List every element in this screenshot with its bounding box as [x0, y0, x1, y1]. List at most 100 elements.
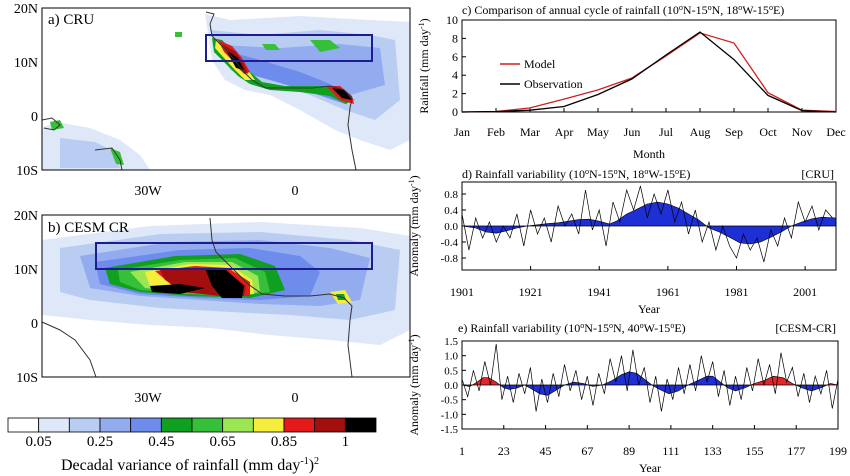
chart-d-negative-area	[462, 202, 707, 234]
chart-d-title-p5: o	[644, 167, 648, 176]
chart-c-xtick-label: Feb	[487, 125, 505, 139]
chart-c-ytick-label: 10	[446, 13, 458, 27]
colorbar-label: Decadal variance of rainfall (mm day-1)2	[61, 456, 319, 474]
chart-c-title: c) Comparison of annual cycle of rainfal…	[462, 3, 784, 17]
chart-c-title-p6: W-15	[742, 3, 769, 17]
chart-d-ylabel-text: Anomaly (mm day	[407, 186, 421, 277]
chart-e-title-p2: N-15	[584, 321, 609, 335]
chart-d-ylabel-close: )	[407, 175, 421, 179]
chart-c-title-p0: c) Comparison of annual cycle of rainfal…	[462, 3, 679, 17]
colorbar-cell	[283, 417, 316, 433]
chart-e-ylabel-sup: -1	[407, 338, 416, 345]
map-frame-cesm	[41, 214, 411, 378]
chart-d-xtick-label: 1981	[724, 285, 748, 299]
colorbar-cell	[344, 417, 377, 433]
chart-c-xtick-label: Nov	[792, 125, 813, 139]
chart-d-ytick-label: 0.4	[444, 205, 458, 217]
chart-e-xtick-label: 67	[581, 444, 593, 458]
legend-observation-label: Observation	[524, 77, 583, 91]
map-panel-cesm: b) CESM CR 20N 10N 0 10S 30W 0	[14, 209, 411, 406]
chart-e-ytick-label: 1.5	[444, 336, 458, 348]
chart-e-xtick-label: 89	[623, 444, 635, 458]
chart-e-xtick-label: 1	[459, 444, 465, 458]
chart-e-negative-area	[724, 385, 752, 391]
chart-e-xtick-label: 155	[745, 444, 763, 458]
colorbar: 0.05 0.25 0.45 0.65 0.85 1 Decadal variance o…	[7, 417, 377, 474]
chart-c-ytick-label: 2	[452, 87, 458, 101]
chart-c-xtick-label: Jun	[624, 125, 641, 139]
chart-d-title-p2: N-15	[589, 167, 614, 181]
chart-annual-cycle: c) Comparison of annual cycle of rainfal…	[417, 3, 846, 161]
colorbar-label-close: )	[309, 457, 314, 474]
legend-model-label: Model	[524, 57, 556, 71]
coastline-cru-sa	[41, 117, 61, 131]
colorbar-cell	[160, 417, 193, 433]
colorbar-tick-label: 1	[342, 434, 350, 450]
region-box-cru	[205, 34, 373, 62]
chart-c-xtick-label: Aug	[690, 125, 711, 139]
colorbar-cell	[130, 417, 162, 433]
colorbar-cells	[7, 417, 377, 433]
chart-c-xtick-label: Sep	[725, 125, 743, 139]
chart-e-title-p4: N, 40	[613, 321, 640, 335]
chart-d-ytick-label: 0.8	[444, 189, 458, 201]
lat-label-20n-a: 20N	[14, 2, 38, 17]
chart-e-raw-line	[461, 343, 839, 412]
chart-e-raw	[461, 343, 839, 412]
chart-d-title-p0: d) Rainfall variability (10	[462, 167, 585, 181]
colorbar-tick-label: 0.45	[148, 434, 174, 450]
chart-e-title-p7: o	[670, 321, 674, 330]
chart-c-title-p4: N, 18	[712, 3, 739, 17]
chart-e-ylabel: Anomaly (mm day-1)	[407, 334, 421, 435]
chart-e-ytick-label: 0.5	[444, 365, 458, 377]
lat-label-0-b: 0	[31, 317, 38, 332]
chart-e-title-p0: e) Rainfall variability (10	[458, 321, 580, 335]
chart-c-ylabel-text: Rainfall (mm day	[417, 29, 431, 114]
chart-c-xlabel: Month	[633, 147, 665, 161]
map-frame-cru	[41, 7, 411, 171]
chart-d-tag: [CRU]	[801, 167, 834, 181]
colorbar-cell	[222, 417, 254, 433]
map-panel-cru: a) CRU 20N 10N 0 10S 30W 0	[14, 2, 411, 199]
chart-e-positive-area	[472, 377, 500, 385]
chart-c-xtick-label: Oct	[759, 125, 777, 139]
colorbar-label-text: Decadal variance of rainfall (mm day	[61, 457, 300, 474]
chart-d-xtick-label: 1961	[656, 285, 680, 299]
chart-c-title-p5: o	[738, 3, 742, 12]
colorbar-cell	[99, 417, 132, 433]
chart-e-ylabel-close: )	[407, 334, 421, 338]
chart-e-negative-area	[795, 385, 828, 391]
chart-e-title: e) Rainfall variability (10oN-15oN, 40oW…	[458, 321, 686, 335]
lat-label-10n-b: 10N	[14, 263, 38, 278]
chart-d-ytick-label: 0.0	[444, 221, 458, 233]
chart-e-ytick-label: 1.0	[444, 351, 458, 363]
coastline-cesm	[209, 217, 353, 378]
colorbar-label-sup2: 2	[314, 456, 319, 467]
chart-e-xtick-label: 133	[704, 444, 722, 458]
colorbar-cell	[252, 417, 285, 433]
chart-c-title-p3: o	[708, 3, 712, 12]
chart-e-title-p3: o	[609, 321, 613, 330]
map-title-cru: a) CRU	[48, 12, 94, 28]
chart-e-ytick-label: -1.5	[441, 424, 459, 436]
coastline-cesm-sa	[41, 321, 97, 378]
chart-c-lines	[461, 31, 837, 113]
chart-e-title-p1: o	[580, 321, 584, 330]
chart-c-ytick-label: 0	[452, 105, 458, 119]
chart-d-title: d) Rainfall variability (10oN-15oN, 18oW…	[462, 167, 690, 181]
chart-e-ytick-label: -1.0	[441, 409, 459, 421]
chart-c-ytick-label: 8	[452, 31, 458, 45]
chart-d-title-p7: o	[675, 167, 679, 176]
colorbar-label-sup: -1	[300, 456, 308, 467]
colorbar-tick-label: 0.85	[271, 434, 297, 450]
colorbar-cell	[7, 417, 40, 433]
chart-d-xtick-label: 1921	[519, 285, 543, 299]
lat-label-10n-a: 10N	[14, 56, 38, 71]
lat-label-10s-b: 10S	[16, 371, 38, 386]
chart-c-ylabel-close: )	[417, 18, 431, 22]
map-cru-contours	[42, 8, 410, 170]
coastline-cru-sa2	[94, 147, 123, 171]
chart-d-xtick-label: 1941	[587, 285, 611, 299]
chart-d-xtick-label: 2001	[793, 285, 817, 299]
chart-d-title-p6: W-15	[648, 167, 675, 181]
